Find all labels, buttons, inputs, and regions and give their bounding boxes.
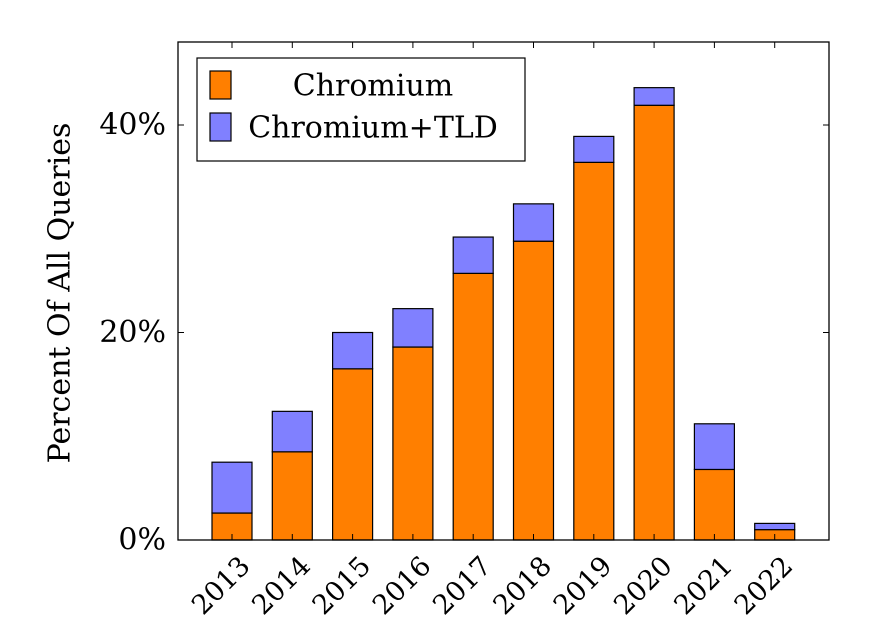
legend-label-chromium-tld: Chromium+TLD xyxy=(248,111,498,146)
y-tick-label: 0% xyxy=(118,523,166,558)
bar-chromium-tld-2013 xyxy=(211,461,253,514)
bar-chromium-tld-2014 xyxy=(271,410,313,453)
bar-chromium-2018 xyxy=(512,240,555,541)
legend-swatch-chromium xyxy=(209,70,232,100)
plot-frame xyxy=(177,41,830,541)
bar-chromium-tld-2016 xyxy=(392,308,434,348)
bar-chromium-tld-2022 xyxy=(754,522,796,531)
x-tick-label: 2020 xyxy=(608,551,679,622)
x-tick-label: 2021 xyxy=(668,551,739,622)
x-tick-label: 2022 xyxy=(729,551,800,622)
bar-chromium-tld-2021 xyxy=(693,423,736,471)
bar-chromium-2021 xyxy=(693,468,736,541)
y-tick-label: 40% xyxy=(99,108,166,143)
legend-box xyxy=(196,57,526,162)
legend-label-chromium: Chromium xyxy=(293,69,454,104)
y-axis-label: Percent Of All Queries xyxy=(43,123,78,464)
x-tick-label: 2016 xyxy=(367,551,438,622)
x-tick-label: 2017 xyxy=(427,551,498,622)
x-tick-label: 2015 xyxy=(307,551,378,622)
bar-chromium-tld-2019 xyxy=(573,135,615,163)
bar-chromium-2017 xyxy=(452,272,494,541)
legend-swatch-chromium-tld xyxy=(209,112,232,142)
bar-chromium-tld-2018 xyxy=(512,203,555,242)
bar-chromium-2014 xyxy=(271,451,313,541)
x-tick-label: 2019 xyxy=(548,551,619,622)
x-tick-label: 2013 xyxy=(186,551,257,622)
bar-chromium-2020 xyxy=(633,104,675,541)
bar-chromium-2015 xyxy=(332,368,374,541)
bar-chromium-2019 xyxy=(573,161,615,541)
bar-chromium-2016 xyxy=(392,346,434,541)
bar-chromium-tld-2015 xyxy=(332,331,374,370)
legend: Chromium Chromium+TLD xyxy=(196,57,526,162)
bars-layer xyxy=(211,87,796,541)
bar-chromium-tld-2020 xyxy=(633,87,675,106)
axes-layer xyxy=(177,41,830,541)
bar-chromium-tld-2017 xyxy=(452,236,494,274)
x-tick-label: 2014 xyxy=(246,551,317,622)
y-tick-label: 20% xyxy=(99,315,166,350)
x-tick-label: 2018 xyxy=(488,551,559,622)
